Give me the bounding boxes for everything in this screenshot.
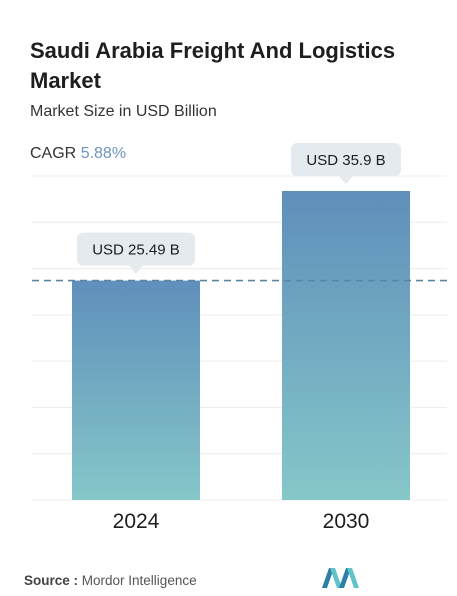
bar-2024 <box>72 280 200 500</box>
chart-subtitle: Market Size in USD Billion <box>30 103 217 120</box>
bars <box>72 191 410 500</box>
x-tick-2024: 2024 <box>113 510 160 533</box>
x-tick-2030: 2030 <box>323 510 370 533</box>
svg-text:USD 25.49 B: USD 25.49 B <box>92 242 180 259</box>
bar-2030 <box>282 191 410 500</box>
source-note: Source : Mordor Intelligence <box>24 573 197 588</box>
chart-title: Saudi Arabia Freight And Logistics Marke… <box>30 38 396 93</box>
mordor-logo-icon <box>322 568 359 588</box>
cagr-label: CAGR <box>30 145 77 162</box>
cagr-text: CAGR 5.88% <box>30 145 126 163</box>
x-axis-ticks: 2024 2030 <box>113 510 370 533</box>
source-name: Mordor Intelligence <box>81 573 197 588</box>
data-label-2024: USD 25.49 B <box>76 232 196 274</box>
data-labels: USD 25.49 B USD 35.9 B <box>76 143 401 274</box>
svg-text:USD 35.9 B: USD 35.9 B <box>306 152 385 169</box>
data-label-2030: USD 35.9 B <box>291 143 401 184</box>
source-label: Source : <box>24 573 79 588</box>
cagr-value: 5.88% <box>80 145 127 162</box>
